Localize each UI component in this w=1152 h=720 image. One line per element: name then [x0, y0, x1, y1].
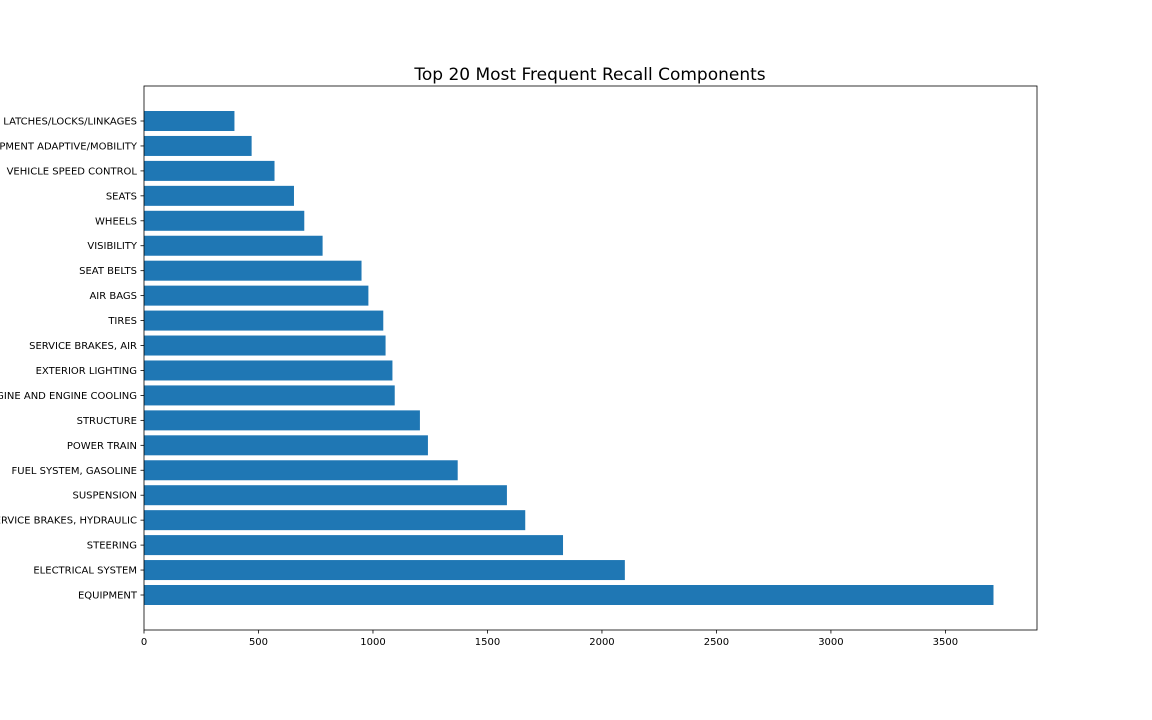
y-tick-label: SERVICE BRAKES, AIR — [29, 341, 137, 352]
y-tick-label: SERVICE BRAKES, HYDRAULIC — [0, 516, 137, 527]
bar — [144, 535, 564, 556]
y-tick-label: WHEELS — [95, 216, 137, 227]
bar — [144, 135, 252, 156]
bar — [144, 185, 294, 206]
x-tick-label: 3500 — [933, 637, 958, 648]
x-tick-label: 1000 — [360, 637, 385, 648]
y-tick-label: SUSPENSION — [73, 491, 138, 502]
x-tick-label: 500 — [249, 637, 268, 648]
bar — [144, 235, 323, 256]
x-tick-label: 1500 — [475, 637, 500, 648]
y-tick-label: SEAT BELTS — [79, 266, 137, 277]
bar — [144, 360, 393, 381]
y-tick-label: POWER TRAIN — [67, 441, 137, 452]
y-tick-label: EQUIPMENT — [78, 591, 138, 602]
bar — [144, 485, 507, 506]
bar — [144, 210, 305, 231]
y-tick-label: EQUIPMENT ADAPTIVE/MOBILITY — [0, 141, 138, 152]
y-tick-label: STRUCTURE — [77, 416, 137, 427]
bar — [144, 510, 526, 531]
y-tick-label: ELECTRICAL SYSTEM — [33, 566, 137, 577]
bar — [144, 111, 235, 131]
y-tick-label: ENGINE AND ENGINE COOLING — [0, 391, 137, 402]
bar — [144, 560, 625, 581]
bar — [144, 435, 428, 456]
x-tick-label: 0 — [141, 637, 147, 648]
bar — [144, 260, 362, 281]
y-tick-label: EXTERIOR LIGHTING — [36, 366, 137, 377]
y-tick-label: VISIBILITY — [87, 241, 138, 252]
x-tick-label: 3000 — [818, 637, 843, 648]
bar — [144, 460, 458, 481]
y-tick-label: LATCHES/LOCKS/LINKAGES — [3, 117, 137, 128]
bars-layer — [144, 111, 994, 605]
bar — [144, 310, 384, 331]
bar — [144, 285, 369, 306]
x-tick-label: 2000 — [589, 637, 614, 648]
y-tick-label: STEERING — [87, 541, 137, 552]
y-tick-label: FUEL SYSTEM, GASOLINE — [12, 466, 137, 477]
y-tick-label: AIR BAGS — [89, 291, 137, 302]
bar — [144, 335, 386, 356]
y-axis: EQUIPMENT ELECTRICAL SYSTEM STEERING SERVIC… — [0, 117, 144, 602]
y-tick-label: VEHICLE SPEED CONTROL — [7, 166, 138, 177]
y-tick-label: TIRES — [107, 316, 137, 327]
bar — [144, 160, 275, 181]
bar — [144, 410, 420, 431]
y-tick-label: SEATS — [106, 191, 137, 202]
bar — [144, 585, 994, 605]
chart-title: Top 20 Most Frequent Recall Components — [413, 65, 765, 85]
bar — [144, 385, 395, 406]
x-axis: 0 500 1000 1500 2000 2500 3000 3500 — [141, 630, 958, 648]
plot-frame — [143, 85, 1038, 631]
x-tick-label: 2500 — [704, 637, 729, 648]
